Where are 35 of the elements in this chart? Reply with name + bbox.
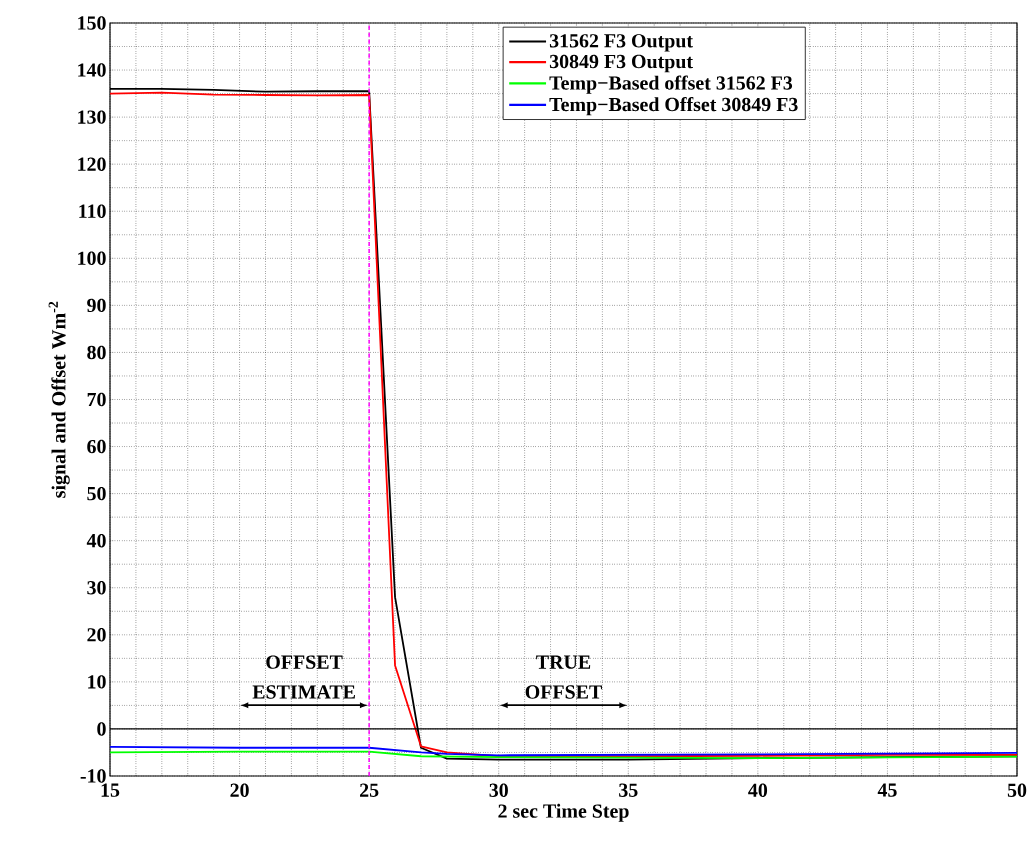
legend-label: Temp−Based Offset 30849 F3 [549,97,798,116]
y-tick-label: 60 [87,439,106,454]
line-series [110,745,1018,757]
line-series [110,750,1018,760]
x-tick-label: 25 [360,783,379,797]
y-tick-label: 40 [86,533,106,548]
y-tick-label: 120 [78,157,106,171]
x-tick-label: 30 [489,783,508,797]
x-tick-label: 15 [101,783,120,797]
x-tick-label: 45 [877,783,897,797]
y-tick-label: 10 [88,675,106,689]
x-tick-label: 40 [748,783,768,797]
y-tick-label: 140 [78,63,106,77]
annotation: TRUE OFFSET [525,655,602,699]
y-tick-label: 0 [97,722,106,736]
legend-label: 30849 F3 Output [549,54,693,73]
legend-label: 31562 F3 Output [549,34,693,52]
x-tick-label: 20 [230,783,249,797]
y-tick-label: 80 [87,345,106,360]
y-tick-label: 100 [78,251,106,266]
y-tick-label: 30 [87,581,106,595]
y-tick-label: 110 [79,204,106,218]
y-tick-label: 130 [78,110,106,124]
x-axis-title: 2 sec Time Step [498,803,629,822]
y-tick-label: 70 [87,392,106,407]
y-tick-label: 20 [87,628,106,642]
legend-label: Temp−Based offset 31562 F3 [549,75,793,94]
y-axis-title: signal and Offset Wm$^{-2}$ [48,301,70,498]
y-tick-label: -10 [80,769,106,783]
y-tick-label: 90 [87,298,106,313]
annotation: OFFSET ESTIMATE [252,655,355,699]
y-tick-label: 50 [87,486,106,501]
y-tick-label: 150 [78,16,106,30]
x-tick-label: 50 [1007,783,1027,797]
x-tick-label: 35 [619,783,638,797]
